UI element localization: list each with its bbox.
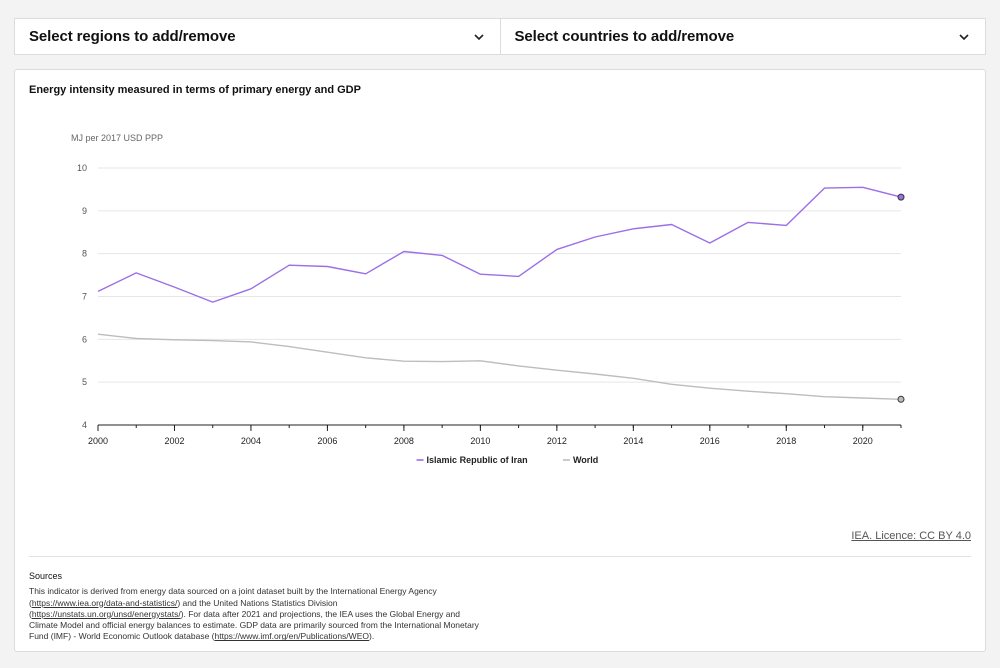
chevron-down-icon <box>473 33 484 40</box>
sources-text: This indicator is derived from energy da… <box>29 586 437 608</box>
iea-data-link[interactable]: https://www.iea.org/data-and-statistics/ <box>31 597 178 608</box>
x-tick-label: 2018 <box>776 436 796 446</box>
y-tick-label: 9 <box>82 206 87 216</box>
countries-dropdown-label: Select countries to add/remove <box>514 28 735 45</box>
y-tick-label: 8 <box>82 249 87 259</box>
x-tick-label: 2010 <box>470 436 490 446</box>
legend-label: World <box>573 455 598 465</box>
x-tick-label: 2012 <box>547 436 567 446</box>
selector-bar: Select regions to add/remove Select coun… <box>14 18 986 55</box>
sources-note: Sources This indicator is derived from e… <box>29 571 489 643</box>
countries-dropdown[interactable]: Select countries to add/remove <box>499 19 986 54</box>
sources-heading: Sources <box>29 571 63 581</box>
y-tick-label: 10 <box>77 163 87 173</box>
y-tick-label: 4 <box>82 420 87 430</box>
imf-weo-link[interactable]: https://www.imf.org/en/Publications/WEO <box>214 631 369 642</box>
y-tick-label: 5 <box>82 377 87 387</box>
chart-title: Energy intensity measured in terms of pr… <box>29 84 361 96</box>
x-tick-label: 2020 <box>853 436 873 446</box>
licence-link[interactable]: IEA. Licence: CC BY 4.0 <box>851 530 971 542</box>
x-tick-label: 2014 <box>623 436 643 446</box>
y-axis-label: MJ per 2017 USD PPP <box>71 133 163 143</box>
divider <box>29 556 971 557</box>
series-endpoint-marker <box>897 193 905 201</box>
y-tick-label: 7 <box>82 292 87 302</box>
series-line <box>97 333 902 400</box>
x-tick-label: 2004 <box>241 436 261 446</box>
y-tick-label: 6 <box>82 334 87 344</box>
line-chart: MJ per 2017 USD PPP 4 5 6 7 8 9 10 2000 2002 2004 2… <box>71 133 905 465</box>
x-tick-label: 2000 <box>88 436 108 446</box>
legend-label: Islamic Republic of Iran <box>427 455 528 465</box>
x-tick-label: 2002 <box>164 436 184 446</box>
chevron-down-icon <box>959 33 969 40</box>
sources-text: ) and the United Nations Statistics Divi… <box>29 597 338 619</box>
sources-text: ). <box>368 631 375 642</box>
series-endpoint-marker <box>897 395 905 403</box>
x-tick-label: 2008 <box>394 436 414 446</box>
sources-text: ). For data after 2021 and projections, … <box>29 608 479 642</box>
regions-dropdown-label: Select regions to add/remove <box>29 28 236 45</box>
x-tick-label: 2006 <box>317 436 337 446</box>
regions-dropdown[interactable]: Select regions to add/remove <box>15 19 500 54</box>
x-tick-label: 2016 <box>700 436 720 446</box>
unstats-link[interactable]: https://unstats.un.org/unsd/energystats/ <box>31 608 181 619</box>
chart-card: Energy intensity measured in terms of pr… <box>14 69 986 652</box>
series-line <box>97 186 902 303</box>
